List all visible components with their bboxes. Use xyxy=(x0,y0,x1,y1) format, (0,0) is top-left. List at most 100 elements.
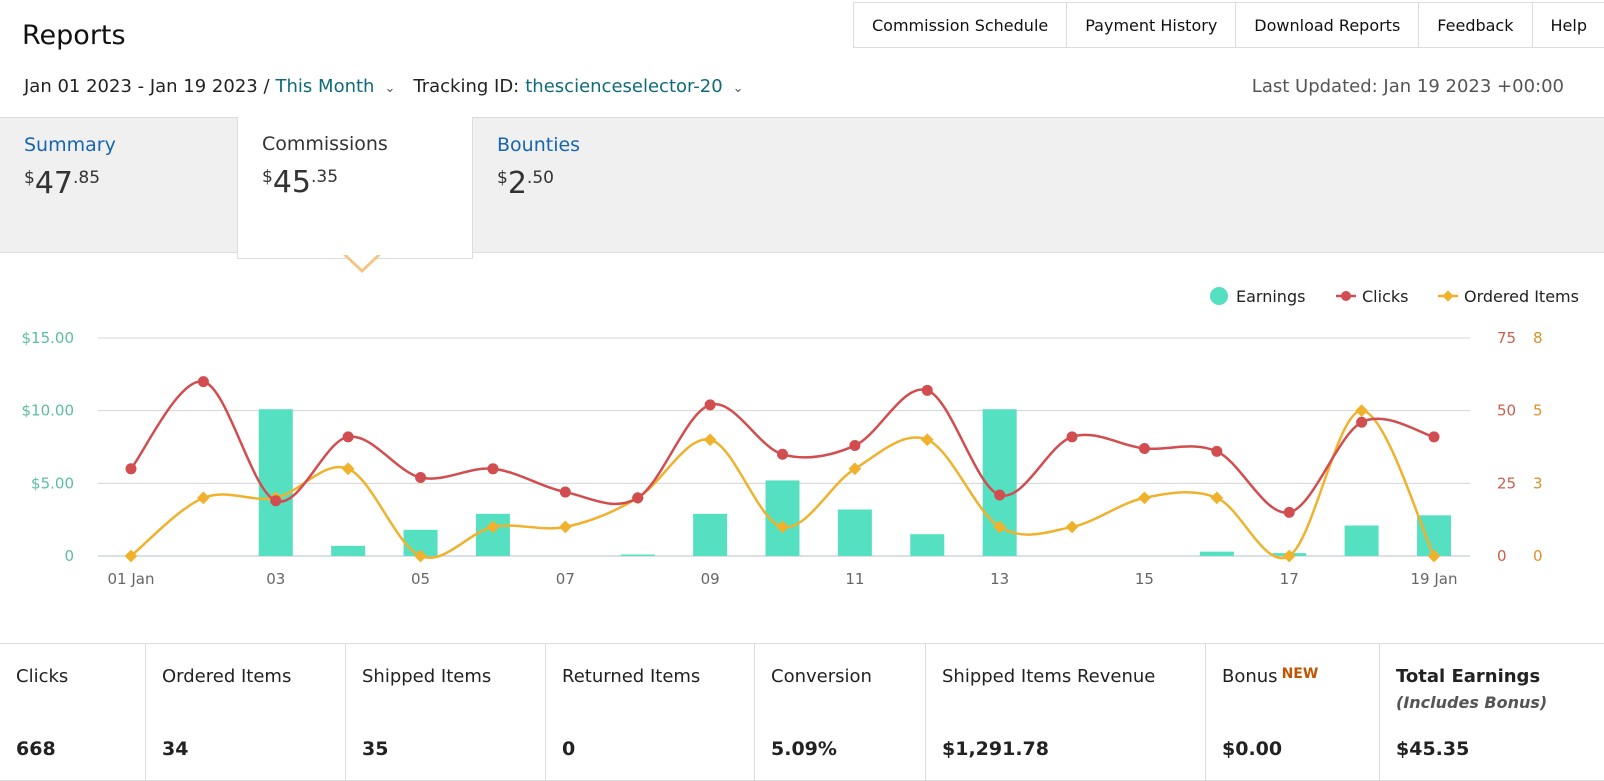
clicks-point xyxy=(994,489,1006,501)
tab-label[interactable]: Bounties xyxy=(497,134,581,156)
clicks-point xyxy=(1283,506,1295,518)
top-nav: Commission Schedule Payment History Down… xyxy=(853,2,1604,48)
report-tabs: Summary $47.85 Commissions $45.35 Bounti… xyxy=(0,117,1604,259)
tab-commissions[interactable]: Commissions $45.35 xyxy=(237,117,473,259)
tab-bounties[interactable]: Bounties $2.50 xyxy=(473,118,711,254)
earnings-bar xyxy=(620,554,655,556)
tab-label[interactable]: Commissions xyxy=(262,133,388,155)
earnings-bar xyxy=(982,409,1017,556)
clicks-point xyxy=(415,472,427,484)
clicks-point xyxy=(125,463,137,475)
tab-amount: $47.85 xyxy=(24,166,101,201)
clicks-point xyxy=(777,448,788,460)
stat-label: Shipped Items xyxy=(362,666,492,687)
ordered-items-point xyxy=(558,520,572,534)
stat-conversion: Conversion 5.09% xyxy=(755,644,926,780)
y-tick-label-earnings: 0 xyxy=(64,547,74,565)
earnings-bar xyxy=(693,513,728,556)
earnings-bar xyxy=(1344,525,1379,556)
stat-value: $0.00 xyxy=(1222,738,1283,760)
stat-label: Shipped Items Revenue xyxy=(942,666,1156,687)
tracking-id-label: Tracking ID: xyxy=(413,76,520,97)
clicks-point xyxy=(559,486,571,498)
active-tab-pointer xyxy=(343,253,381,273)
period-dropdown[interactable]: This Month xyxy=(275,76,375,97)
stat-total-earnings: Total Earnings (Includes Bonus) $45.35 xyxy=(1380,644,1604,780)
earnings-bar xyxy=(331,545,366,556)
earnings-bar xyxy=(475,513,510,556)
new-badge: NEW xyxy=(1281,666,1319,682)
ordered-items-point xyxy=(197,491,210,505)
stat-shipped-items-revenue: Shipped Items Revenue $1,291.78 xyxy=(926,644,1206,780)
stat-sub-label: (Includes Bonus) xyxy=(1396,693,1548,712)
x-tick-label: 19 Jan xyxy=(1411,570,1458,588)
legend-ordered-marker xyxy=(1442,290,1454,302)
x-tick-label: 11 xyxy=(845,570,864,588)
legend-label-earnings: Earnings xyxy=(1236,287,1305,306)
legend-label-clicks: Clicks xyxy=(1362,287,1408,306)
y-tick-label-clicks: 50 xyxy=(1497,402,1516,420)
x-tick-label: 01 Jan xyxy=(108,570,155,588)
earnings-bar xyxy=(258,409,293,556)
y-tick-label-clicks: 75 xyxy=(1497,329,1516,347)
x-tick-label: 03 xyxy=(266,570,285,588)
commission-schedule-link[interactable]: Commission Schedule xyxy=(854,3,1068,47)
clicks-point xyxy=(704,399,716,411)
report-filters: Jan 01 2023 - Jan 19 2023 / This Month ⌄… xyxy=(24,76,762,97)
earnings-bar xyxy=(910,534,945,556)
stat-label: Bonus NEW xyxy=(1222,666,1319,687)
stat-value: 0 xyxy=(562,738,576,760)
y-tick-label-earnings: $5.00 xyxy=(31,474,74,492)
stats-bar: Clicks 668 Ordered Items 34 Shipped Item… xyxy=(0,643,1604,781)
help-link[interactable]: Help xyxy=(1533,3,1604,47)
clicks-point xyxy=(1211,445,1223,457)
stat-value: 35 xyxy=(362,738,389,760)
clicks-point xyxy=(197,376,209,388)
x-tick-label: 09 xyxy=(701,570,720,588)
ordered-items-point xyxy=(1355,404,1368,418)
earnings-bar xyxy=(1417,515,1451,556)
ordered-items-point xyxy=(1138,491,1151,505)
earnings-bar xyxy=(837,509,872,556)
clicks-point xyxy=(1356,416,1368,428)
tab-label[interactable]: Summary xyxy=(24,134,116,156)
stat-value: 5.09% xyxy=(771,738,837,760)
ordered-items-point xyxy=(341,462,355,476)
chevron-down-icon[interactable]: ⌄ xyxy=(384,81,396,96)
payment-history-link[interactable]: Payment History xyxy=(1067,3,1237,47)
stat-value: $45.35 xyxy=(1396,738,1470,760)
clicks-point xyxy=(849,440,861,452)
stat-returned-items: Returned Items 0 xyxy=(546,644,755,780)
x-tick-label: 17 xyxy=(1280,570,1299,588)
x-tick-label: 15 xyxy=(1135,570,1154,588)
tab-amount: $2.50 xyxy=(497,166,554,201)
chevron-down-icon[interactable]: ⌄ xyxy=(732,81,744,96)
date-range-text: Jan 01 2023 - Jan 19 2023 / xyxy=(24,76,270,97)
stat-value: $1,291.78 xyxy=(942,738,1049,760)
clicks-point xyxy=(270,495,282,507)
clicks-point xyxy=(1428,431,1440,443)
stat-ordered-items: Ordered Items 34 xyxy=(146,644,346,780)
stat-bonus: Bonus NEW $0.00 xyxy=(1206,644,1380,780)
stat-shipped-items: Shipped Items 35 xyxy=(346,644,546,780)
stat-value: 34 xyxy=(162,738,189,760)
clicks-point xyxy=(1066,431,1078,443)
feedback-link[interactable]: Feedback xyxy=(1419,3,1533,47)
y-tick-label-clicks: 0 xyxy=(1497,547,1507,565)
y-tick-label-earnings: $10.00 xyxy=(22,402,75,420)
y-tick-label-items: 8 xyxy=(1533,329,1543,347)
legend-label-ordered-items: Ordered Items xyxy=(1464,287,1579,306)
tab-summary[interactable]: Summary $47.85 xyxy=(0,118,238,254)
stat-value: 668 xyxy=(16,738,56,760)
ordered-items-point xyxy=(486,520,500,534)
ordered-items-point xyxy=(920,433,934,447)
page-title: Reports xyxy=(22,20,126,51)
x-tick-label: 13 xyxy=(990,570,1009,588)
last-updated: Last Updated: Jan 19 2023 +00:00 xyxy=(1251,76,1564,97)
y-tick-label-items: 5 xyxy=(1533,402,1543,420)
ordered-items-point xyxy=(1210,491,1224,505)
clicks-point xyxy=(921,384,933,396)
tracking-id-dropdown[interactable]: thescienceselector-20 xyxy=(525,76,723,97)
ordered-items-point xyxy=(703,433,717,447)
download-reports-link[interactable]: Download Reports xyxy=(1236,3,1420,47)
